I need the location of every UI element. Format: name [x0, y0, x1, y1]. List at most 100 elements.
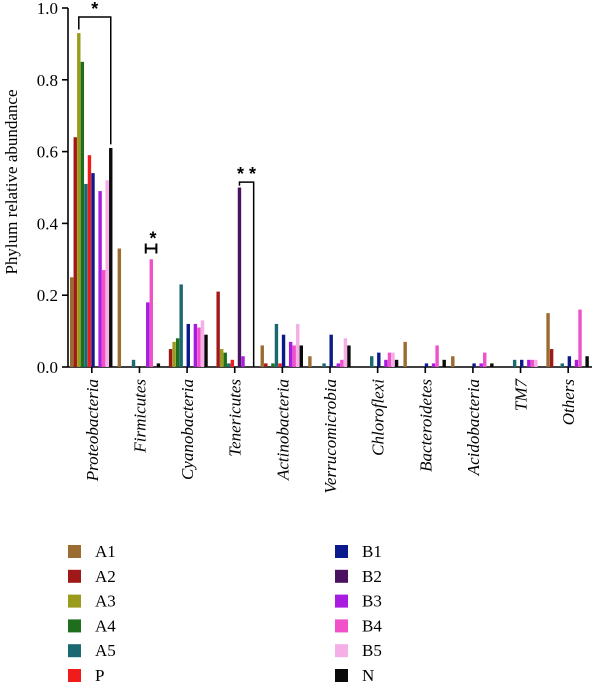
bar-B5-Cyanobacteria [200, 320, 205, 367]
bar-A2-Cyanobacteria [168, 349, 173, 367]
legend: A1 A2 A3 A4 A5 P B1 B2 B3 B4 B5 N [68, 542, 382, 685]
legend-label-B1: B1 [362, 542, 382, 561]
bar-A5-TM7 [512, 359, 517, 367]
legend-label-A2: A2 [95, 567, 116, 586]
legend-swatch-B4 [335, 619, 348, 633]
legend-label-A5: A5 [95, 641, 116, 660]
legend-label-B2: B2 [362, 567, 382, 586]
bar-P-Actinobacteria [278, 363, 282, 367]
bar-N-Others [585, 356, 589, 367]
bar-B4-Acidobacteria [483, 352, 487, 367]
bar-B3-Proteobacteria [98, 191, 102, 367]
bar-N-Acidobacteria [490, 363, 494, 367]
y-tick-label: 0.0 [37, 358, 58, 377]
axes-group: 0.0 0.2 0.4 0.6 0.8 1.0 Proteobacteria Firmicut… [37, 0, 592, 494]
x-tick-label: Chloroflexi [369, 379, 388, 456]
bar-B3-TM7 [527, 359, 531, 367]
bar-A5-Firmicutes [131, 359, 136, 367]
legend-swatch-A1 [68, 545, 81, 558]
bar-N-Proteobacteria [109, 148, 113, 367]
legend-label-A1: A1 [95, 542, 116, 561]
bar-B3-Firmicutes [146, 302, 150, 367]
bar-B5-Chloroflexi [391, 352, 395, 367]
bar-B4-Others [578, 309, 582, 367]
legend-swatch-A2 [68, 569, 81, 583]
bar-P-Proteobacteria [87, 155, 92, 367]
significance-bracket-proteobacteria-line [78, 16, 112, 145]
legend-swatch-B5 [335, 644, 348, 658]
bar-A4-Proteobacteria [80, 61, 85, 367]
bar-A2-Others [549, 349, 554, 367]
significance-bracket-firmicutes-label: * [150, 229, 157, 249]
bar-B3-Cyanobacteria [193, 323, 198, 367]
bar-B1-Chloroflexi [377, 352, 381, 367]
bar-B1-Acidobacteria [472, 363, 476, 367]
y-tick-label: 1.0 [37, 0, 58, 18]
x-tick-label: TM7 [512, 378, 531, 412]
legend-label-N: N [362, 666, 374, 685]
bar-A3-Cyanobacteria [172, 341, 176, 367]
significance-group: * * * * [78, 0, 256, 367]
bar-B4-Proteobacteria [101, 270, 106, 367]
y-tick-label: 0.8 [37, 71, 58, 90]
bar-A1-Acidobacteria [451, 356, 455, 367]
bar-B3-Acidobacteria [479, 363, 483, 367]
y-tick-label: 0.4 [37, 214, 59, 233]
bar-N-Chloroflexi [394, 359, 399, 367]
legend-label-B5: B5 [362, 641, 382, 660]
bar-A2-Tenericutes [216, 291, 220, 367]
bar-N-Verrucomicrobia [347, 345, 351, 367]
bar-B3-Chloroflexi [384, 359, 388, 367]
bar-A1-Actinobacteria [260, 345, 264, 367]
x-tick-label: Acidobacteria [464, 379, 483, 476]
bar-B4-Actinobacteria [292, 345, 296, 367]
bar-A5-Actinobacteria [274, 323, 279, 367]
y-tick-label: 0.6 [37, 143, 58, 162]
bar-N-Actinobacteria [299, 345, 303, 367]
legend-label-B4: B4 [362, 616, 382, 635]
bar-A5-Verrucomicrobia [322, 363, 326, 367]
bar-A3-Tenericutes [220, 349, 224, 367]
bar-P-Tenericutes [230, 359, 235, 367]
bar-N-Bacteroidetes [442, 359, 446, 367]
bar-B5-Actinobacteria [296, 323, 300, 367]
significance-bracket-tenericutes-label: * * [237, 164, 256, 184]
y-tick-label: 0.2 [37, 286, 58, 305]
bar-B1-Actinobacteria [281, 334, 286, 367]
legend-label-A3: A3 [95, 592, 116, 611]
x-tick-label: Actinobacteria [273, 379, 292, 481]
bar-A5-Cyanobacteria [179, 284, 183, 367]
bar-B3-Tenericutes [241, 356, 245, 367]
x-tick-label: Verrucomicrobia [321, 379, 340, 494]
legend-swatch-B2 [335, 569, 348, 583]
bar-A5-Others [560, 363, 564, 367]
bar-A2-Proteobacteria [73, 137, 77, 367]
bar-B1-Bacteroidetes [424, 363, 429, 367]
bar-B4-Cyanobacteria [197, 327, 201, 367]
bar-B1-Others [567, 356, 572, 367]
y-axis-title: Phylum relative abundance [2, 89, 21, 274]
significance-bracket-firmicutes-line [144, 243, 158, 254]
significance-bracket-tenericutes-line [238, 181, 255, 367]
legend-label-B3: B3 [362, 592, 382, 611]
bar-B4-TM7 [530, 359, 535, 367]
bar-A5-Chloroflexi [370, 356, 374, 367]
x-tick-label: Proteobacteria [83, 379, 102, 482]
bar-A1-Verrucomicrobia [308, 356, 312, 367]
bar-B5-Proteobacteria [105, 180, 109, 367]
bar-A4-Cyanobacteria [175, 338, 180, 367]
bar-B4-Firmicutes [149, 259, 153, 367]
legend-swatch-N [335, 669, 348, 682]
legend-swatch-A5 [68, 644, 81, 658]
bar-A5-Tenericutes [227, 363, 231, 367]
significance-bracket-proteobacteria-label: * [91, 0, 98, 19]
bar-B4-Verrucomicrobia [340, 359, 344, 367]
bar-B1-TM7 [520, 359, 524, 367]
bar-A4-Tenericutes [223, 352, 227, 367]
bar-B2-Tenericutes [237, 187, 242, 367]
bar-A1-Bacteroidetes [403, 341, 407, 367]
bar-A1-Others [546, 313, 550, 367]
x-tick-label: Firmicutes [130, 379, 149, 454]
legend-label-A4: A4 [95, 616, 116, 635]
